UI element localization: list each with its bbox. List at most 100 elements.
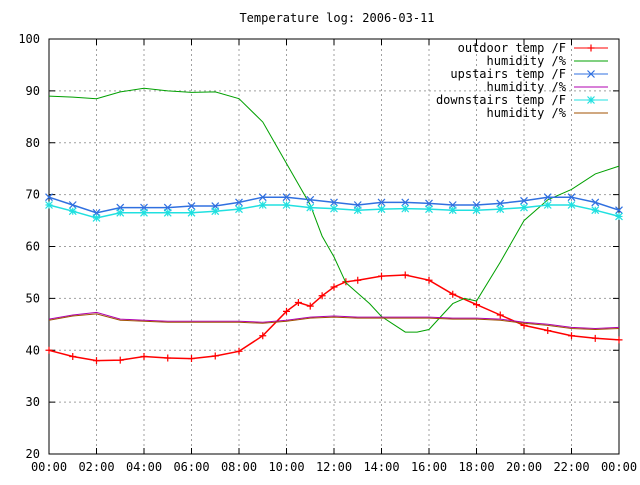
data-point bbox=[68, 201, 77, 209]
data-point bbox=[163, 208, 172, 217]
data-point bbox=[140, 352, 148, 360]
data-point bbox=[282, 193, 291, 202]
series-2 bbox=[45, 193, 623, 217]
data-point bbox=[615, 212, 623, 221]
series-1 bbox=[48, 87, 620, 333]
data-point bbox=[473, 301, 480, 309]
data-point bbox=[330, 283, 338, 291]
data-point bbox=[425, 276, 433, 284]
y-tick-label: 100 bbox=[18, 32, 40, 46]
chart-title: Temperature log: 2006-03-11 bbox=[239, 11, 434, 25]
x-tick-label: 18:00 bbox=[458, 460, 494, 474]
data-point bbox=[353, 206, 362, 215]
data-point bbox=[164, 354, 172, 362]
data-point bbox=[330, 198, 338, 207]
y-tick-label: 40 bbox=[26, 343, 40, 357]
data-point bbox=[258, 201, 267, 209]
data-point bbox=[496, 311, 504, 319]
data-point bbox=[615, 206, 623, 215]
data-point bbox=[544, 327, 552, 335]
data-point bbox=[116, 356, 124, 364]
data-point bbox=[187, 208, 196, 217]
x-tick-label: 12:00 bbox=[316, 460, 352, 474]
grid-lines bbox=[48, 38, 620, 455]
data-point bbox=[211, 207, 220, 216]
series-5 bbox=[48, 313, 620, 331]
data-point bbox=[591, 206, 600, 215]
data-point bbox=[187, 202, 196, 210]
data-point bbox=[472, 206, 481, 215]
y-tick-label: 30 bbox=[26, 395, 40, 409]
y-tick-label: 70 bbox=[26, 188, 40, 202]
data-point bbox=[306, 195, 315, 204]
legend-label: humidity /% bbox=[487, 106, 567, 120]
series-line bbox=[48, 311, 620, 330]
x-tick-label: 08:00 bbox=[221, 460, 257, 474]
data-point bbox=[188, 355, 195, 363]
data-point bbox=[354, 276, 362, 284]
x-tick-label: 06:00 bbox=[173, 460, 209, 474]
y-tick-label: 50 bbox=[26, 291, 40, 305]
data-point bbox=[93, 357, 100, 365]
x-tick-label: 16:00 bbox=[411, 460, 447, 474]
data-point bbox=[45, 193, 53, 202]
data-point bbox=[587, 96, 595, 104]
y-tick-label: 90 bbox=[26, 84, 40, 98]
x-tick-label: 10:00 bbox=[268, 460, 304, 474]
data-point bbox=[68, 207, 77, 216]
series-line bbox=[48, 87, 620, 333]
data-point bbox=[496, 199, 505, 208]
data-point bbox=[520, 196, 528, 205]
data-point bbox=[587, 70, 595, 78]
data-point bbox=[258, 193, 267, 202]
series-line bbox=[48, 313, 620, 331]
data-point bbox=[69, 352, 77, 360]
data-point bbox=[259, 332, 267, 340]
series-4 bbox=[45, 201, 623, 222]
data-point bbox=[615, 336, 623, 344]
data-point bbox=[306, 302, 314, 310]
data-point bbox=[211, 352, 219, 360]
legend-label: downstairs temp /F bbox=[436, 93, 566, 107]
data-point bbox=[543, 201, 552, 209]
data-point bbox=[45, 201, 53, 209]
data-point bbox=[567, 201, 576, 209]
data-point bbox=[306, 203, 315, 212]
data-point bbox=[294, 299, 302, 307]
data-point bbox=[567, 193, 576, 202]
series-3 bbox=[48, 311, 620, 330]
x-tick-label: 14:00 bbox=[363, 460, 399, 474]
data-point bbox=[401, 198, 410, 207]
data-point bbox=[92, 214, 101, 222]
data-point bbox=[140, 208, 148, 217]
data-point bbox=[282, 201, 291, 209]
data-point bbox=[425, 205, 433, 214]
data-point bbox=[496, 205, 505, 214]
legend-label: outdoor temp /F bbox=[458, 41, 566, 55]
data-point bbox=[377, 205, 386, 214]
x-tick-label: 04:00 bbox=[126, 460, 162, 474]
data-point bbox=[448, 206, 457, 215]
data-point bbox=[568, 332, 575, 340]
data-point bbox=[591, 198, 600, 207]
data-point bbox=[591, 334, 599, 342]
data-point bbox=[401, 204, 410, 213]
data-point bbox=[520, 203, 528, 212]
data-point bbox=[283, 307, 290, 315]
data-point bbox=[235, 205, 243, 214]
data-point bbox=[318, 292, 326, 300]
data-point bbox=[235, 198, 243, 207]
legend-label: humidity /% bbox=[487, 80, 567, 94]
data-point bbox=[449, 290, 457, 298]
x-tick-label: 22:00 bbox=[553, 460, 589, 474]
data-point bbox=[543, 193, 552, 202]
data-point bbox=[425, 199, 433, 208]
data-point bbox=[45, 346, 53, 354]
legend-label: upstairs temp /F bbox=[450, 67, 566, 81]
x-tick-label: 00:00 bbox=[601, 460, 637, 474]
data-point bbox=[378, 272, 385, 280]
data-point bbox=[330, 204, 338, 213]
y-tick-label: 60 bbox=[26, 240, 40, 254]
